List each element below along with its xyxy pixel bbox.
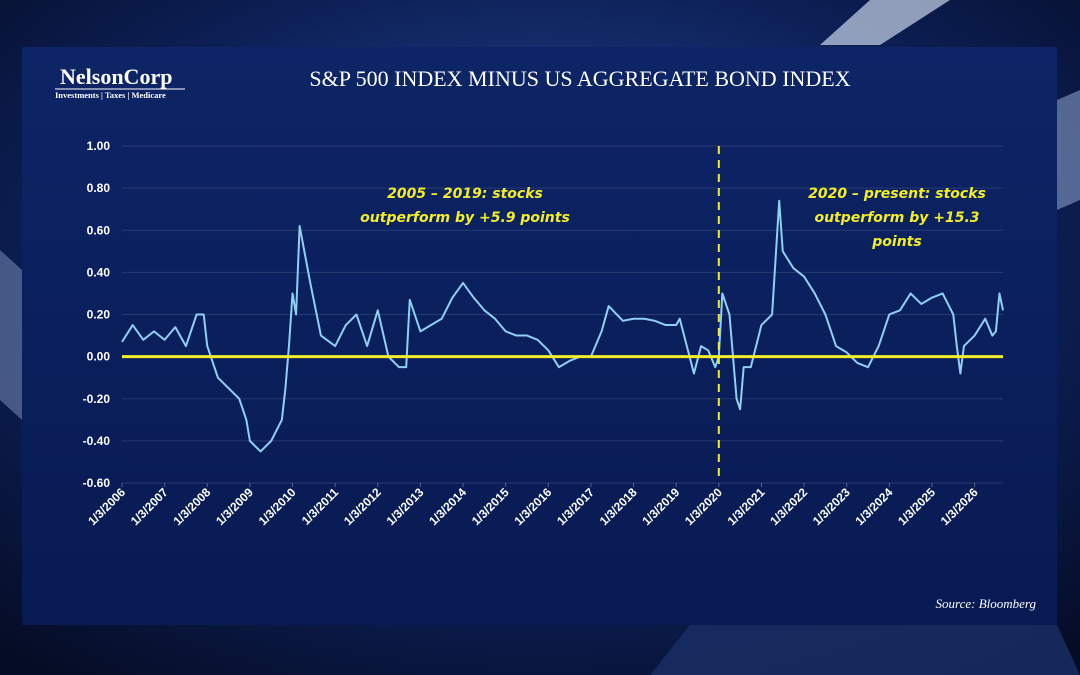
annotation: 2005 – 2019: stocks (387, 186, 543, 202)
decor (0, 250, 22, 420)
decor (1057, 90, 1080, 210)
chart-title: S&P 500 INDEX MINUS US AGGREGATE BOND IN… (309, 66, 850, 91)
y-tick-label: 0.60 (87, 223, 111, 237)
y-tick-label: 1.00 (87, 139, 111, 153)
y-tick-label: 0.20 (87, 308, 111, 322)
annotation: points (871, 234, 921, 250)
logo-name: NelsonCorp (60, 64, 172, 89)
y-tick-label: 0.80 (87, 181, 111, 195)
decor (650, 625, 1080, 675)
data-line (121, 199, 1004, 453)
panel (22, 47, 1057, 625)
y-tick-label: 0.40 (87, 265, 111, 279)
logo-tagline: Investments | Taxes | Medicare (55, 90, 166, 100)
annotation: outperform by +15.3 (814, 210, 979, 226)
y-tick-label: -0.20 (83, 392, 111, 406)
annotation: outperform by +5.9 points (360, 210, 570, 226)
y-tick-label: -0.40 (83, 434, 111, 448)
annotation: 2020 – present: stocks (808, 186, 986, 202)
source-note: Source: Bloomberg (936, 596, 1037, 611)
y-tick-label: 0.00 (87, 350, 111, 364)
y-tick-label: -0.60 (83, 476, 111, 490)
decor (820, 0, 950, 45)
